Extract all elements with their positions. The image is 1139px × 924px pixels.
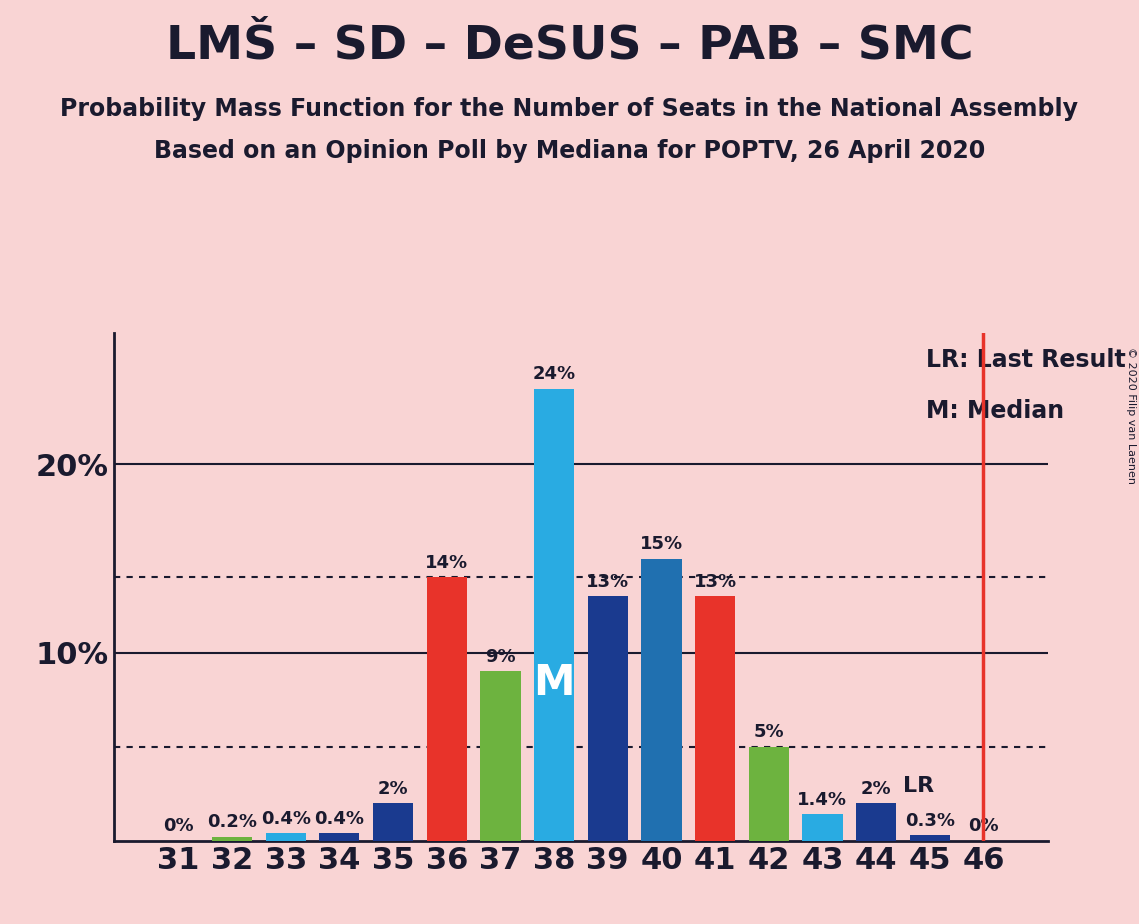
Text: 13%: 13%: [587, 573, 629, 590]
Bar: [802, 814, 843, 841]
Text: 0.2%: 0.2%: [207, 813, 257, 832]
Bar: [212, 837, 252, 841]
Text: LR: LR: [903, 775, 934, 796]
Text: 0.4%: 0.4%: [314, 809, 364, 828]
Text: 13%: 13%: [694, 573, 737, 590]
Text: Based on an Opinion Poll by Mediana for POPTV, 26 April 2020: Based on an Opinion Poll by Mediana for …: [154, 139, 985, 163]
Bar: [265, 833, 305, 841]
Text: 1.4%: 1.4%: [797, 791, 847, 808]
Text: M: M: [533, 662, 575, 704]
Text: 0.4%: 0.4%: [261, 809, 311, 828]
Text: 0%: 0%: [163, 817, 194, 835]
Bar: [427, 578, 467, 841]
Bar: [319, 833, 360, 841]
Text: 15%: 15%: [640, 535, 683, 553]
Text: 0.3%: 0.3%: [904, 811, 954, 830]
Text: 24%: 24%: [533, 366, 575, 383]
Text: LMŠ – SD – DeSUS – PAB – SMC: LMŠ – SD – DeSUS – PAB – SMC: [165, 23, 974, 68]
Bar: [695, 596, 735, 841]
Text: © 2020 Filip van Laenen: © 2020 Filip van Laenen: [1126, 347, 1136, 484]
Text: 2%: 2%: [861, 780, 892, 797]
Bar: [910, 835, 950, 841]
Bar: [748, 747, 789, 841]
Bar: [588, 596, 628, 841]
Text: 9%: 9%: [485, 648, 516, 666]
Bar: [534, 389, 574, 841]
Text: Probability Mass Function for the Number of Seats in the National Assembly: Probability Mass Function for the Number…: [60, 97, 1079, 121]
Text: 0%: 0%: [968, 817, 999, 835]
Bar: [641, 558, 681, 841]
Text: M: Median: M: Median: [926, 399, 1065, 422]
Text: 14%: 14%: [425, 553, 468, 572]
Text: 5%: 5%: [753, 723, 784, 741]
Bar: [372, 803, 413, 841]
Text: 2%: 2%: [378, 780, 409, 797]
Bar: [857, 803, 896, 841]
Bar: [481, 672, 521, 841]
Text: LR: Last Result: LR: Last Result: [926, 347, 1126, 371]
